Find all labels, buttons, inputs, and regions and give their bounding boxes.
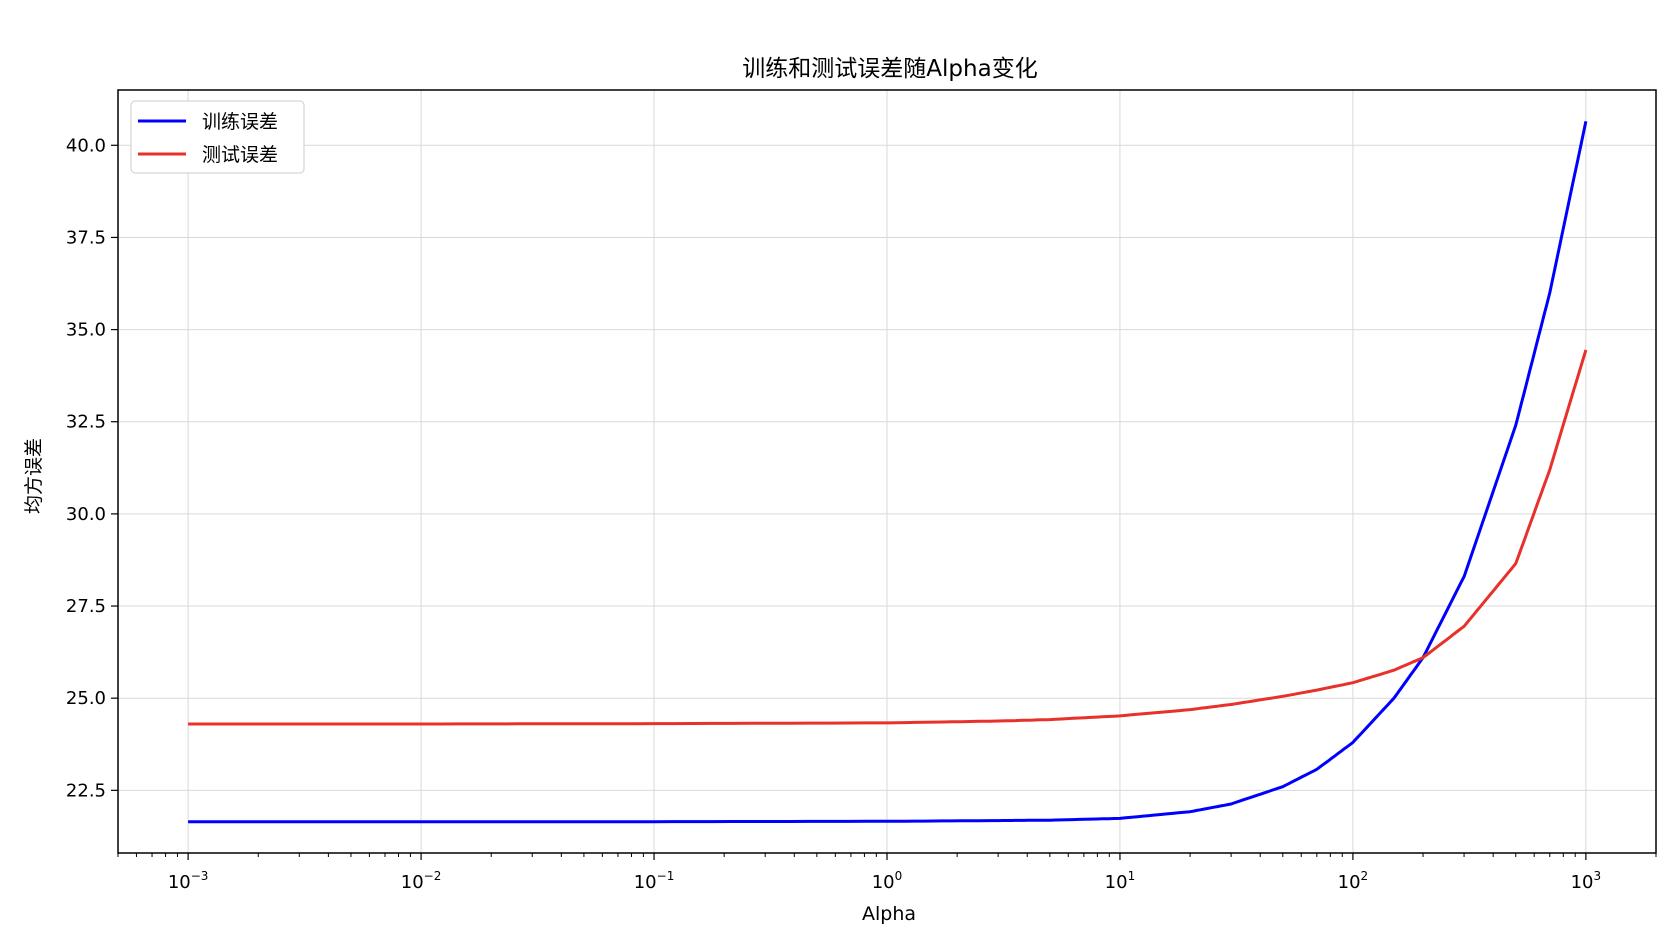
x-tick-label: 10−3: [168, 869, 209, 893]
legend-label-test: 测试误差: [202, 144, 278, 166]
y-tick-label: 27.5: [66, 596, 106, 617]
series-line-train-error: [188, 120, 1588, 824]
grid-lines: [118, 90, 1656, 853]
x-tick-label: 100: [872, 869, 903, 893]
x-tick-label: 101: [1105, 869, 1136, 893]
y-tick-label: 30.0: [66, 504, 106, 525]
y-tick-label: 37.5: [66, 227, 106, 248]
x-axis-label: Alpha: [862, 903, 916, 925]
y-axis-label: 均方误差: [23, 438, 45, 514]
series-line-test-error: [188, 349, 1588, 726]
legend: 训练误差 测试误差: [130, 100, 305, 174]
chart-title: 训练和测试误差随Alpha变化: [742, 56, 1037, 82]
x-tick-label: 102: [1338, 869, 1369, 893]
series-layer: [188, 120, 1588, 824]
y-tick-label: 25.0: [66, 688, 106, 709]
y-tick-label: 32.5: [66, 412, 106, 433]
x-axis-ticks: 10−3 10−2 10−1 100 101 102 103: [117, 853, 1657, 893]
y-tick-label: 35.0: [66, 320, 106, 341]
x-tick-label: 10−1: [634, 869, 675, 893]
y-tick-label: 22.5: [66, 780, 106, 801]
legend-label-train: 训练误差: [202, 111, 278, 133]
x-tick-label: 10−2: [401, 869, 442, 893]
y-axis-ticks: 22.5 25.0 27.5 30.0 32.5 35.0 37.5 40.0: [66, 135, 118, 801]
y-tick-label: 40.0: [66, 135, 106, 156]
x-tick-label: 103: [1571, 869, 1602, 893]
